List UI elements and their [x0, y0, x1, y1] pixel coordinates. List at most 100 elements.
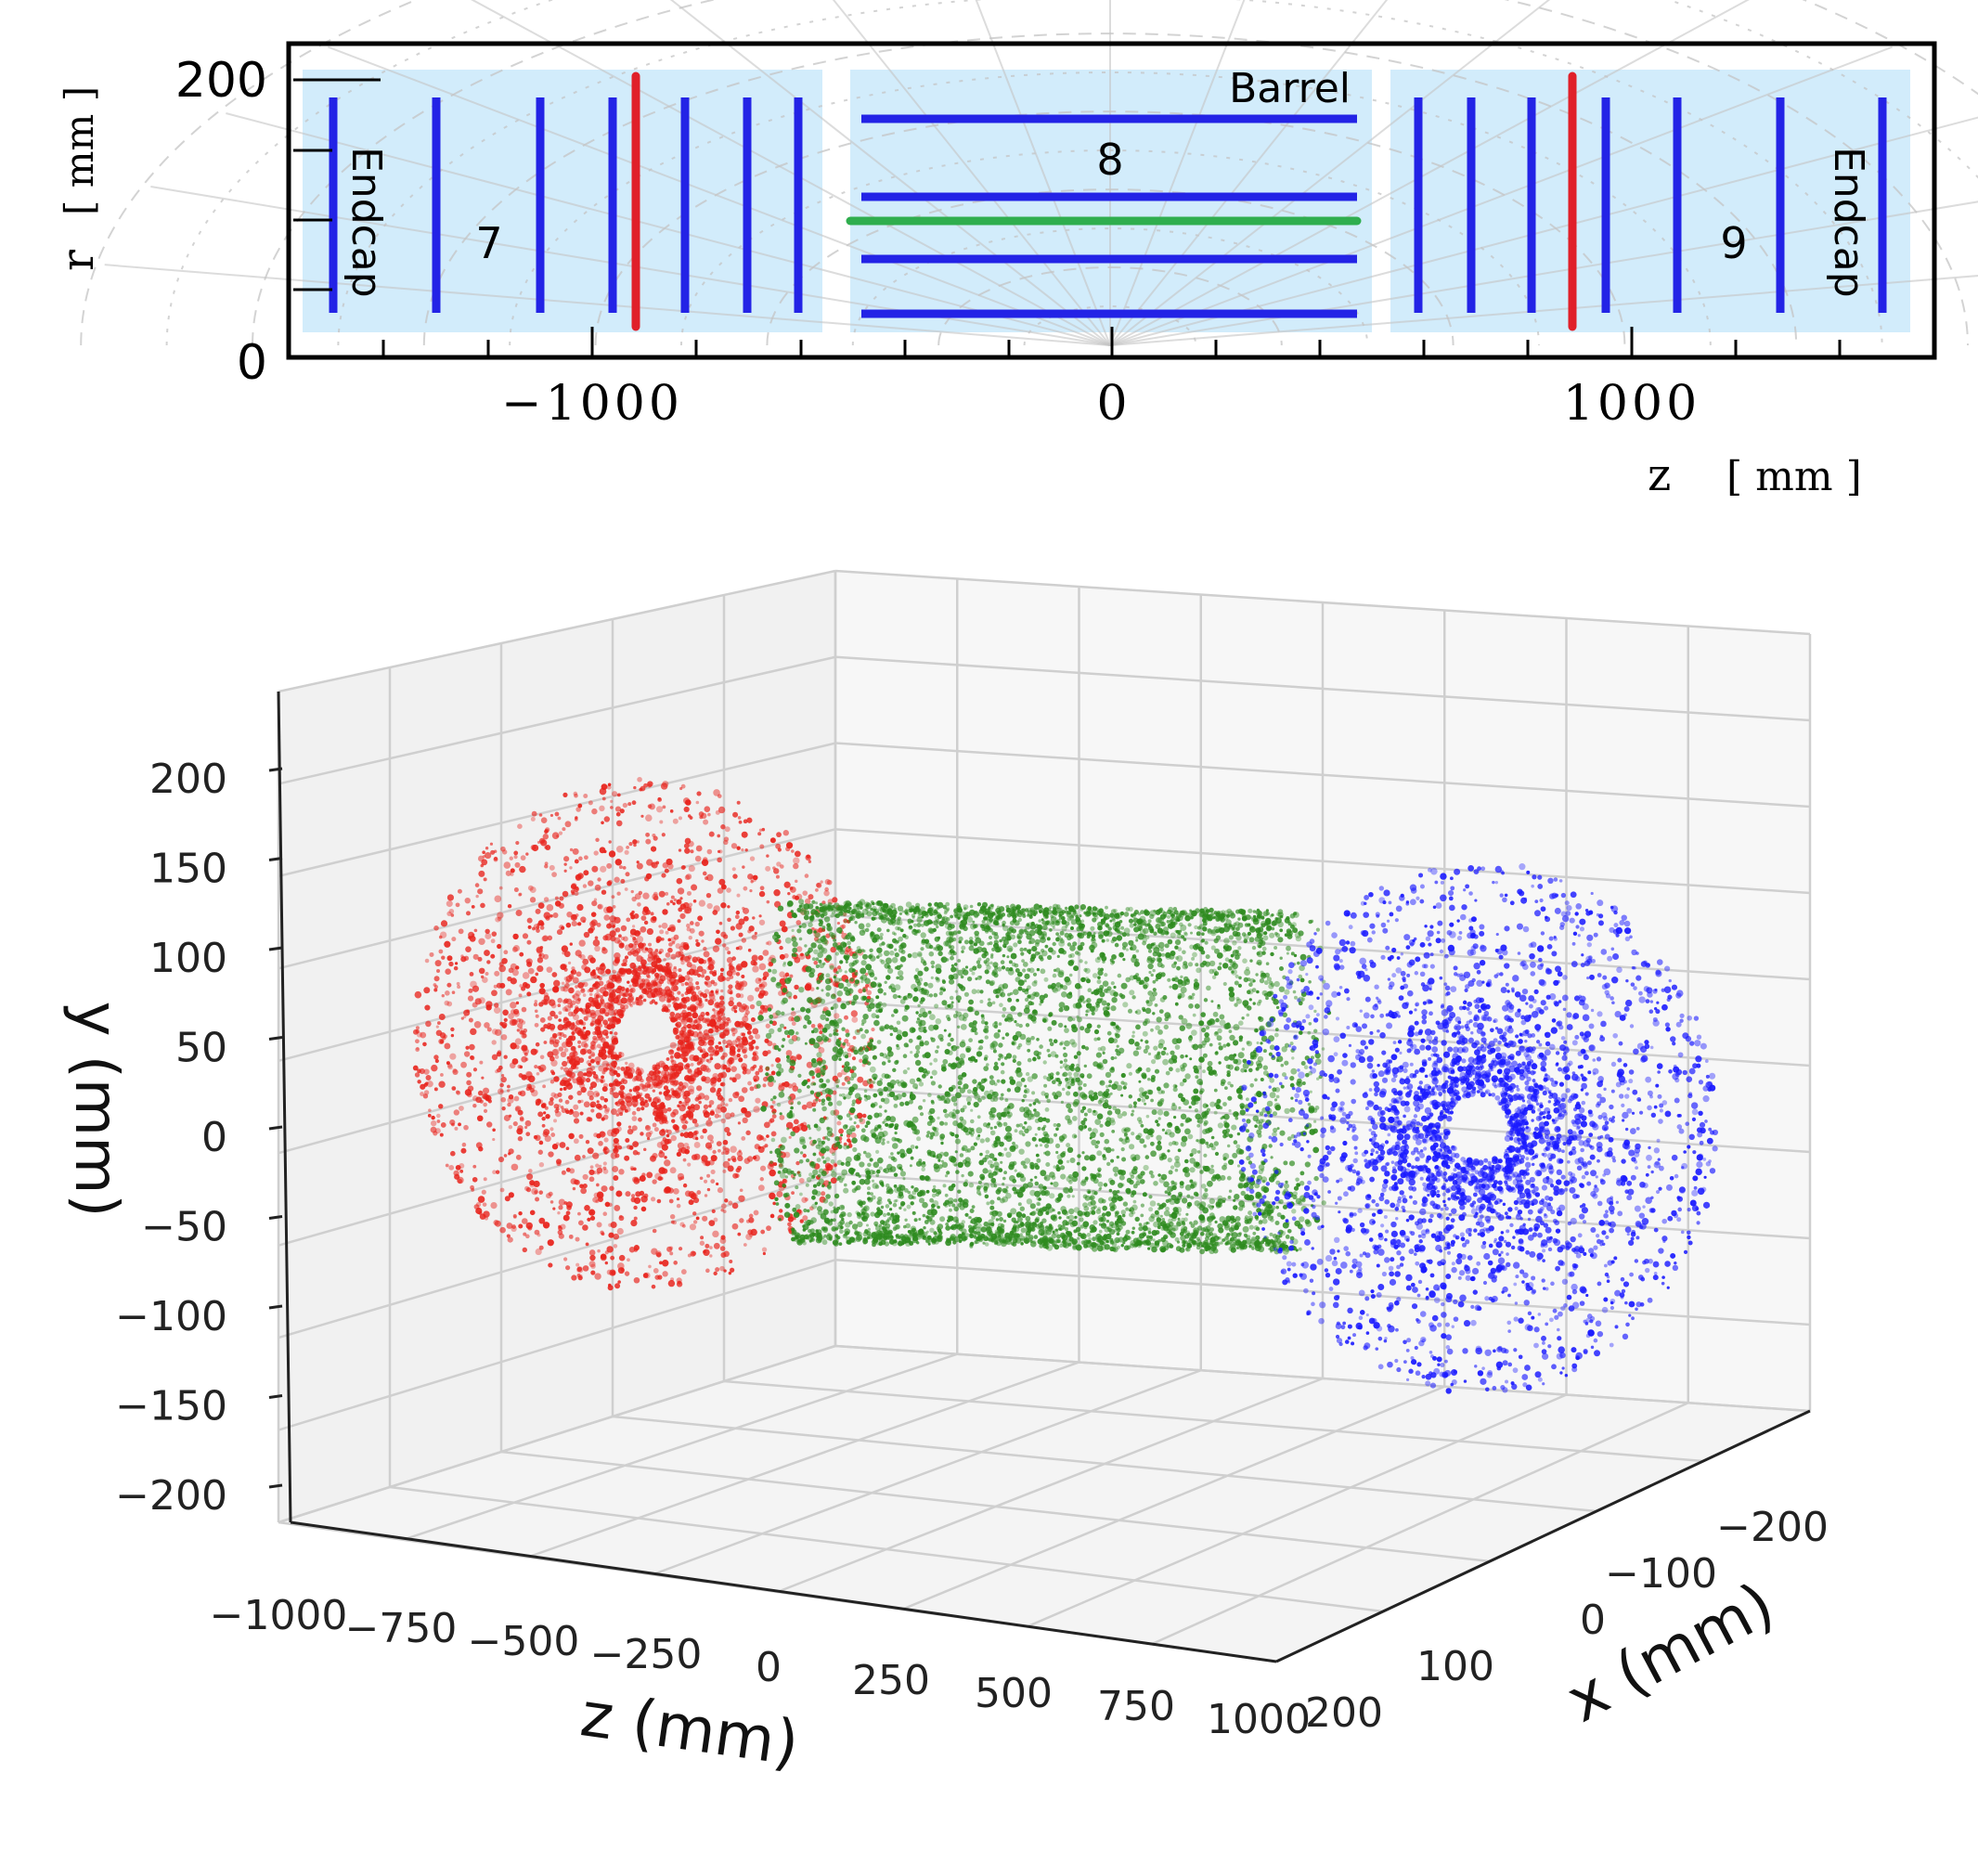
hit-point — [848, 1140, 852, 1145]
hit-point — [1223, 938, 1230, 944]
hit-point — [1262, 1065, 1269, 1070]
hit-point — [575, 990, 581, 997]
hit-point — [538, 813, 543, 817]
hit-point — [666, 1246, 673, 1252]
hit-point — [423, 987, 431, 994]
hit-point — [1145, 1114, 1150, 1119]
hit-point — [582, 1224, 588, 1231]
hit-point — [669, 1042, 677, 1049]
hit-point — [582, 920, 586, 924]
hit-point — [751, 954, 758, 962]
hit-point — [458, 928, 464, 935]
hit-point — [491, 931, 498, 937]
hit-point — [478, 967, 485, 975]
hit-point — [659, 1176, 664, 1181]
hit-point — [634, 982, 640, 988]
hit-point — [715, 1106, 722, 1114]
hit-point — [530, 1048, 537, 1055]
hit-point — [638, 1117, 642, 1122]
grid-line — [278, 742, 836, 878]
hit-point — [916, 929, 921, 934]
hit-point — [614, 859, 622, 866]
hit-point — [713, 1217, 718, 1223]
hit-point — [1260, 1042, 1263, 1045]
hit-point — [601, 1060, 610, 1068]
hit-point — [499, 1226, 506, 1234]
hit-point — [708, 1159, 715, 1166]
hit-point — [754, 931, 757, 936]
hit-point — [595, 1026, 601, 1032]
hit-point — [589, 1058, 595, 1064]
hit-point — [685, 923, 691, 928]
hit-point — [802, 1153, 807, 1158]
hit-point — [515, 910, 523, 917]
hit-point — [854, 1114, 859, 1119]
hit-point — [777, 1028, 782, 1032]
hit-point — [720, 989, 724, 993]
hit-point — [653, 1268, 659, 1274]
hit-point — [806, 1158, 810, 1163]
hit-point — [535, 1014, 539, 1018]
hit-point — [486, 1121, 493, 1128]
hit-point — [859, 1118, 866, 1125]
hit-point — [1086, 1233, 1092, 1237]
hit-point — [769, 1105, 774, 1109]
hit-point — [675, 1021, 682, 1029]
hit-point — [685, 1043, 692, 1050]
hit-point — [1051, 1019, 1057, 1026]
hit-point — [734, 982, 743, 990]
hit-point — [806, 1061, 813, 1068]
hit-point — [1112, 1106, 1117, 1111]
grid-line — [834, 1172, 1811, 1240]
hit-point — [753, 1210, 759, 1216]
hit-point — [738, 932, 743, 938]
hit-point — [1162, 1058, 1169, 1066]
hit-point — [692, 1009, 697, 1014]
hit-point — [664, 868, 669, 873]
hit-point — [498, 962, 504, 967]
hit-point — [1239, 1103, 1245, 1108]
hit-point — [798, 937, 803, 941]
hit-point — [931, 1069, 937, 1076]
hit-point — [571, 1030, 575, 1036]
hit-point — [420, 1031, 427, 1039]
hit-point — [673, 898, 678, 902]
hit-point — [918, 1081, 924, 1087]
hit-point — [742, 1039, 749, 1046]
hit-point — [633, 843, 637, 847]
hit-point — [1120, 1093, 1124, 1097]
z-tick-1000: 1000 — [1563, 376, 1700, 432]
hit-point — [513, 1095, 520, 1102]
hit-point — [526, 917, 533, 924]
hit-point — [460, 1016, 464, 1020]
hit-point — [727, 1158, 731, 1162]
hit-point — [936, 925, 939, 929]
hit-point — [699, 1176, 704, 1181]
hit-point — [1102, 980, 1109, 987]
hit-point — [640, 1106, 645, 1111]
hit-point — [503, 1017, 508, 1022]
hit-point — [761, 1247, 768, 1252]
hit-point — [560, 1066, 564, 1070]
hit-point — [685, 1101, 690, 1106]
hit-point — [659, 948, 665, 953]
hit-point — [553, 1119, 558, 1123]
hit-point — [576, 1274, 581, 1278]
hit-point — [497, 1067, 501, 1073]
hit-point — [847, 945, 851, 949]
hit-point — [630, 1167, 634, 1171]
hit-point — [824, 1116, 829, 1120]
hit-point — [1196, 1065, 1202, 1070]
barrel-label: Barrel — [1229, 65, 1351, 112]
hit-point — [1169, 985, 1172, 989]
hit-point — [502, 1009, 509, 1016]
hit-point — [718, 1148, 721, 1153]
grid-line — [901, 1385, 1445, 1611]
hit-point — [595, 994, 600, 999]
hit-point — [547, 1016, 552, 1021]
hit-point — [710, 1169, 716, 1175]
hit-point — [557, 816, 562, 821]
hit-point — [452, 1068, 459, 1075]
hit-point — [629, 1003, 634, 1008]
hit-point — [705, 980, 713, 988]
